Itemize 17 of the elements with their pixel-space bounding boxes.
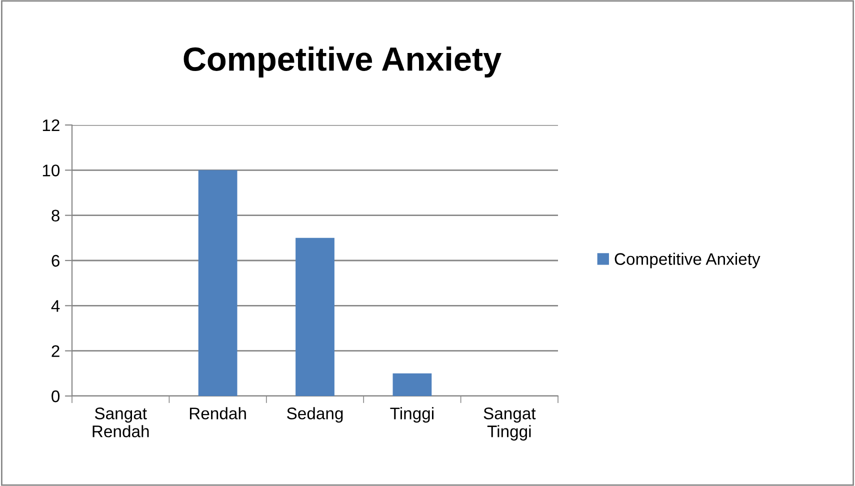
y-tick-label: 10 xyxy=(42,164,60,176)
y-tick-label: 0 xyxy=(52,390,60,402)
x-tick-label: Sangat Tinggi xyxy=(484,408,536,441)
bar xyxy=(198,170,238,396)
x-tick-label: Tinggi xyxy=(390,407,434,423)
x-tick-label: Sangat Rendah xyxy=(92,408,149,438)
y-tick-label: 4 xyxy=(51,300,60,312)
y-tick-label: 8 xyxy=(52,210,60,222)
chart-title: Competitive Anxiety xyxy=(184,46,502,78)
x-tick-label: Sedang xyxy=(287,407,343,423)
bar xyxy=(392,373,432,396)
y-tick-label: 6 xyxy=(52,254,60,267)
y-tick-label: 12 xyxy=(42,119,60,132)
legend-label: Competitive Anxiety xyxy=(614,252,760,268)
bar xyxy=(296,238,334,396)
y-tick-label: 2 xyxy=(52,345,60,357)
x-tick-label: Rendah xyxy=(190,407,246,420)
